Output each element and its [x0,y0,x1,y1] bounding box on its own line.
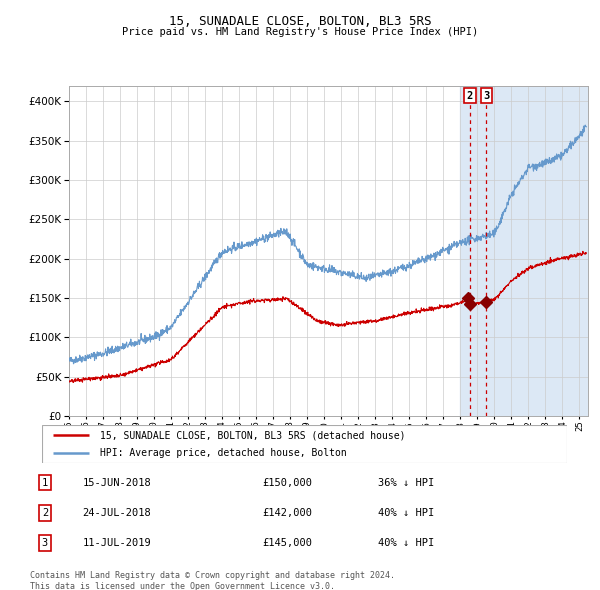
Text: 24-JUL-2018: 24-JUL-2018 [82,508,151,518]
Text: £142,000: £142,000 [262,508,312,518]
Text: Contains HM Land Registry data © Crown copyright and database right 2024.: Contains HM Land Registry data © Crown c… [30,571,395,580]
Text: Price paid vs. HM Land Registry's House Price Index (HPI): Price paid vs. HM Land Registry's House … [122,27,478,37]
Text: £150,000: £150,000 [262,477,312,487]
Text: HPI: Average price, detached house, Bolton: HPI: Average price, detached house, Bolt… [100,448,347,458]
Text: 1: 1 [42,477,48,487]
Text: 3: 3 [483,90,490,100]
Text: This data is licensed under the Open Government Licence v3.0.: This data is licensed under the Open Gov… [30,582,335,590]
Text: 15, SUNADALE CLOSE, BOLTON, BL3 5RS: 15, SUNADALE CLOSE, BOLTON, BL3 5RS [169,15,431,28]
Text: 2: 2 [42,508,48,518]
Text: 40% ↓ HPI: 40% ↓ HPI [378,508,434,518]
FancyBboxPatch shape [42,425,567,463]
Text: 15-JUN-2018: 15-JUN-2018 [82,477,151,487]
Bar [460,86,600,416]
Text: £145,000: £145,000 [262,538,312,548]
Text: 11-JUL-2019: 11-JUL-2019 [82,538,151,548]
Text: 40% ↓ HPI: 40% ↓ HPI [378,538,434,548]
Text: 2: 2 [467,90,473,100]
Text: 3: 3 [42,538,48,548]
Text: 15, SUNADALE CLOSE, BOLTON, BL3 5RS (detached house): 15, SUNADALE CLOSE, BOLTON, BL3 5RS (det… [100,430,405,440]
Text: 36% ↓ HPI: 36% ↓ HPI [378,477,434,487]
